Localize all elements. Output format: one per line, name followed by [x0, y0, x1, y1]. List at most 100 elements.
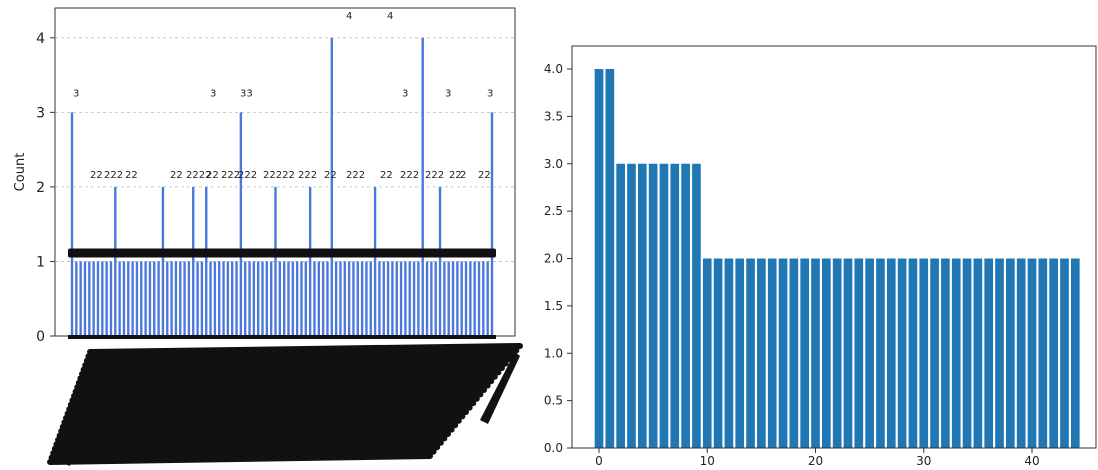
left-bar [183, 261, 186, 336]
left-bar-value-label: 22 [125, 170, 138, 181]
left-x-tick-labels [47, 343, 523, 466]
left-bar [438, 186, 442, 336]
left-bar-value-label: 222 [425, 170, 444, 181]
left-bar [79, 261, 82, 336]
left-bar-value-label: 3 [445, 88, 451, 99]
left-bar [209, 261, 212, 336]
left-x-tick-label [64, 404, 473, 417]
right-bar [681, 163, 690, 448]
left-bar [365, 261, 368, 336]
right-y-tick-label: 2.5 [544, 204, 563, 218]
left-bar-value-label: 3 [402, 88, 408, 99]
left-bar [231, 261, 234, 336]
right-bar [648, 163, 658, 448]
left-bar-value-label: 222 [104, 170, 123, 181]
left-bar [157, 261, 160, 336]
left-bar [114, 186, 117, 336]
right-bar [670, 163, 680, 448]
left-bar-value-label: 22 [380, 170, 393, 181]
left-bar [222, 261, 225, 336]
right-bar [941, 258, 950, 448]
left-bar-value-label: 4 [346, 11, 352, 22]
left-bar [213, 261, 217, 336]
left-bar [256, 261, 260, 336]
right-bars [594, 69, 1080, 448]
left-y-tick-label: 4 [36, 31, 45, 47]
left-y-tick-label: 0 [36, 329, 45, 345]
left-x-tick-label [56, 426, 455, 439]
left-bar [135, 261, 139, 336]
right-bar [1038, 258, 1048, 448]
left-bar-value-label: 222 [298, 170, 317, 181]
left-one-label-band [68, 248, 496, 258]
right-y-tick-label: 1.0 [544, 346, 563, 360]
left-bar [443, 261, 446, 336]
right-bar [616, 163, 625, 448]
right-bar [1027, 258, 1037, 448]
left-bar [287, 261, 290, 336]
right-x-tick-label: 20 [808, 454, 823, 468]
left-bar [92, 261, 95, 336]
right-bar [757, 258, 766, 448]
left-x-tick-label [61, 413, 466, 426]
left-bar [174, 261, 178, 336]
left-bar [218, 261, 221, 336]
right-bar [1006, 258, 1015, 448]
left-bar [369, 261, 372, 336]
left-x-tick-label [53, 435, 448, 448]
left-bar [391, 261, 394, 336]
left-bar [105, 261, 108, 336]
left-bar [334, 261, 338, 336]
left-x-tick-label [66, 400, 477, 413]
left-bar [386, 261, 390, 336]
left-x-tick-label [77, 369, 502, 382]
left-bar-value-label: 22 [324, 170, 337, 181]
left-bar [451, 261, 455, 336]
left-x-tick-label [59, 417, 462, 430]
left-x-tick-label [58, 422, 459, 435]
right-bar [1049, 258, 1058, 448]
left-bar [486, 261, 489, 336]
left-bar [326, 261, 329, 336]
left-bars [70, 37, 494, 337]
right-y-tick-label: 3.5 [544, 109, 563, 123]
left-bar [109, 261, 113, 336]
left-x-tick-label [74, 378, 495, 391]
left-bar [408, 261, 411, 336]
left-bar-value-label: 22 [449, 170, 462, 181]
left-bar [196, 261, 199, 336]
left-bar [300, 261, 303, 336]
left-y-axis: 0 1 2 3 4 [36, 31, 55, 345]
left-bar [421, 37, 424, 337]
right-y-tick-label: 0.5 [544, 394, 563, 408]
left-bar-value-label: 2 [460, 170, 466, 181]
left-x-tick-label [72, 382, 491, 395]
left-bar [360, 261, 364, 336]
left-bar [161, 186, 165, 336]
left-x-tick-label [80, 360, 509, 373]
left-x-tick-label [82, 356, 513, 369]
left-bar-value-label: 22 [90, 170, 103, 181]
right-x-tick-label: 10 [700, 454, 715, 468]
right-bar [605, 69, 615, 448]
left-bar [282, 261, 286, 336]
right-bar [854, 258, 864, 448]
left-bar [239, 112, 243, 336]
left-x-tick-label [85, 347, 520, 360]
left-bar [291, 261, 295, 336]
left-bar [96, 261, 100, 336]
left-bar [343, 261, 346, 336]
left-bar-value-label: 222 [400, 170, 419, 181]
left-bar [378, 261, 381, 336]
left-x-tick-label [51, 439, 444, 452]
right-bar [800, 258, 810, 448]
left-x-tick-label [87, 343, 523, 355]
left-bar-value-label: 222 [346, 170, 365, 181]
left-bar [425, 261, 429, 336]
right-bar [627, 163, 636, 448]
left-bar [252, 261, 256, 336]
right-bar [713, 258, 723, 448]
left-bar [347, 261, 351, 336]
right-bar [930, 258, 939, 448]
